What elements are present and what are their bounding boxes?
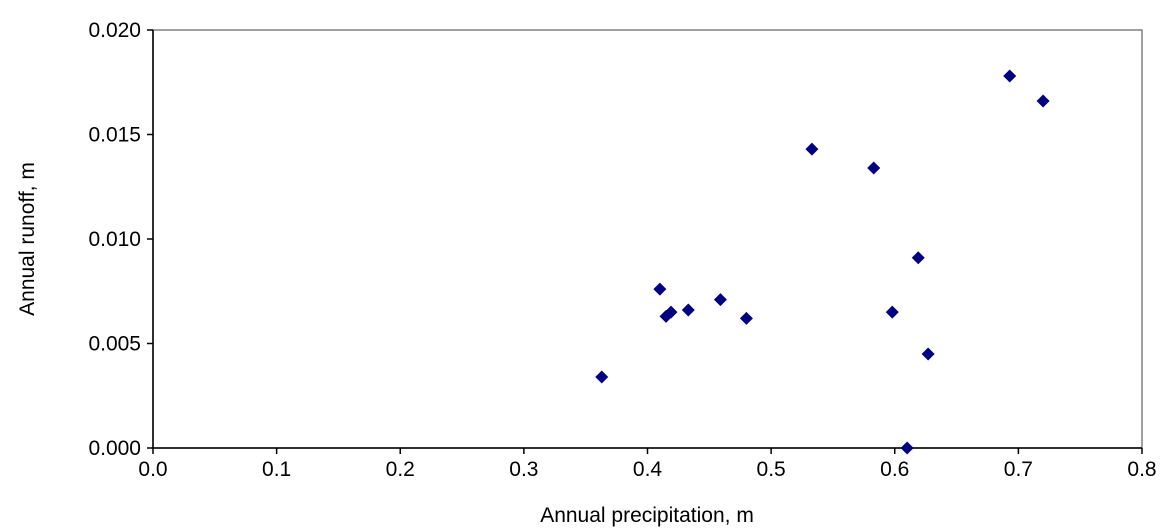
data-point [1003,69,1017,83]
data-point [681,303,695,317]
y-tick-label: 0.015 [88,124,141,147]
x-tick-label: 0.0 [138,458,167,481]
x-tick-label: 0.6 [880,458,909,481]
data-point [664,305,678,319]
data-point [885,305,899,319]
x-tick-label: 0.7 [1004,458,1033,481]
y-tick-label: 0.005 [88,333,141,356]
y-tick-label: 0.000 [88,437,141,460]
x-axis-title: Annual precipitation, m [540,504,754,527]
x-tick-label: 0.2 [386,458,415,481]
data-point [900,441,914,455]
x-axis-ticks: 0.0 0.1 0.2 0.3 0.4 0.5 0.6 0.7 0.8 [138,448,1157,481]
data-point [867,161,881,175]
plot-area-border [152,29,1143,449]
y-tick-label: 0.020 [88,19,141,42]
x-tick-label: 0.1 [262,458,291,481]
y-tick-label: 0.010 [88,228,141,251]
x-tick-label: 0.4 [633,458,663,481]
x-tick-label: 0.5 [757,458,786,481]
data-point [911,251,925,265]
data-point [921,347,935,361]
y-axis-title: Annual runoff, m [16,162,39,316]
data-point [739,311,753,325]
data-point [805,142,819,156]
x-tick-label: 0.8 [1127,458,1156,481]
data-point [595,370,609,384]
x-tick-label: 0.3 [509,458,538,481]
data-points [595,69,1050,455]
plot-area [152,29,1143,449]
y-axis-ticks: 0.000 0.005 0.010 0.015 0.020 [88,19,153,460]
data-point [1036,94,1050,108]
data-point [653,282,667,296]
data-point [713,293,727,307]
